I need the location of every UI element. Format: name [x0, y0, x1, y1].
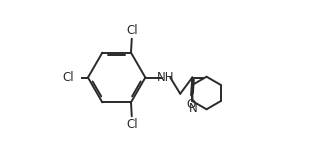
- Text: O: O: [186, 98, 195, 111]
- Text: Cl: Cl: [63, 71, 74, 84]
- Text: Cl: Cl: [127, 117, 138, 131]
- Text: N: N: [188, 102, 197, 115]
- Text: Cl: Cl: [127, 24, 138, 38]
- Text: NH: NH: [157, 71, 175, 84]
